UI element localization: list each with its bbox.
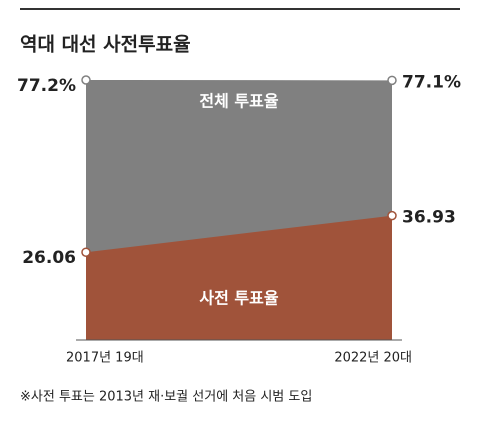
value-label: 77.1% xyxy=(402,72,461,92)
chart-title: 역대 대선 사전투표율 xyxy=(20,34,191,56)
x-tick-label: 2017년 19대 xyxy=(66,351,144,366)
x-tick-label: 2022년 20대 xyxy=(334,351,412,366)
point xyxy=(81,247,91,257)
series-label: 전체 투표율 xyxy=(199,92,278,111)
series-label: 사전 투표율 xyxy=(199,288,278,307)
point xyxy=(81,75,91,85)
point xyxy=(387,75,397,86)
value-label: 26.06 xyxy=(22,248,76,268)
area xyxy=(86,215,392,340)
footnote: ※사전 투표는 2013년 재·보궐 선거에 처음 시범 도입 xyxy=(20,390,312,405)
value-label: 36.93 xyxy=(402,208,456,228)
point xyxy=(387,210,397,221)
value-label: 77.2% xyxy=(17,76,76,96)
